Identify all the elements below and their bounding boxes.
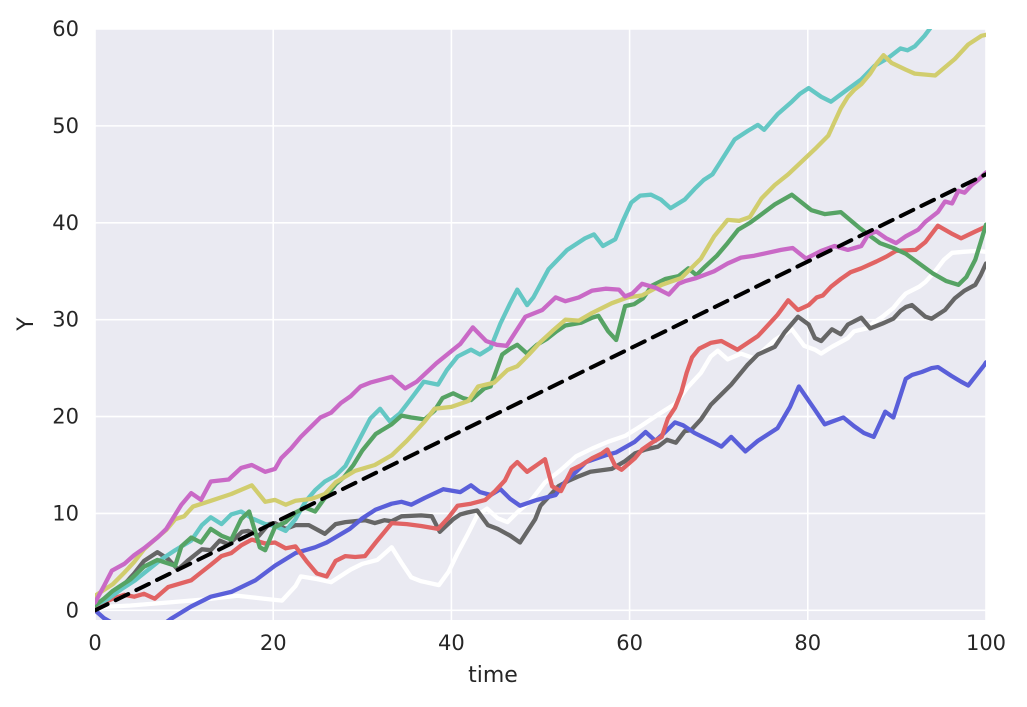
y-tick-label: 20 [52, 405, 79, 429]
x-tick-label: 100 [966, 631, 1006, 655]
series-line-cyan-walk [95, 29, 933, 608]
x-axis-label: time [468, 663, 518, 688]
series-line-green-walk [95, 192, 986, 608]
x-tick-label: 60 [616, 631, 643, 655]
y-tick-label: 30 [52, 308, 79, 332]
series-line-blue-walk [95, 360, 986, 620]
x-tick-label: 40 [438, 631, 465, 655]
x-tick-label: 20 [260, 631, 287, 655]
series-line-magenta-walk [95, 170, 986, 605]
series-line-red-walk [95, 223, 986, 613]
y-axis-label: Y [14, 317, 39, 331]
plot-panel [95, 29, 986, 620]
y-tick-label: 10 [52, 501, 79, 525]
tick-labels: 0 20 40 60 80 100 0 10 20 30 40 50 60 [52, 17, 1006, 655]
y-tick-label: 50 [52, 114, 79, 138]
y-tick-label: 60 [52, 17, 79, 41]
y-tick-label: 40 [52, 211, 79, 235]
y-tick-label: 0 [66, 598, 79, 622]
series-line-white-walk [95, 248, 986, 610]
x-tick-label: 80 [794, 631, 821, 655]
series-line-khaki-walk [95, 32, 986, 598]
x-tick-label: 0 [88, 631, 101, 655]
series-line-trend-line [95, 172, 986, 613]
series-lines [95, 29, 986, 620]
